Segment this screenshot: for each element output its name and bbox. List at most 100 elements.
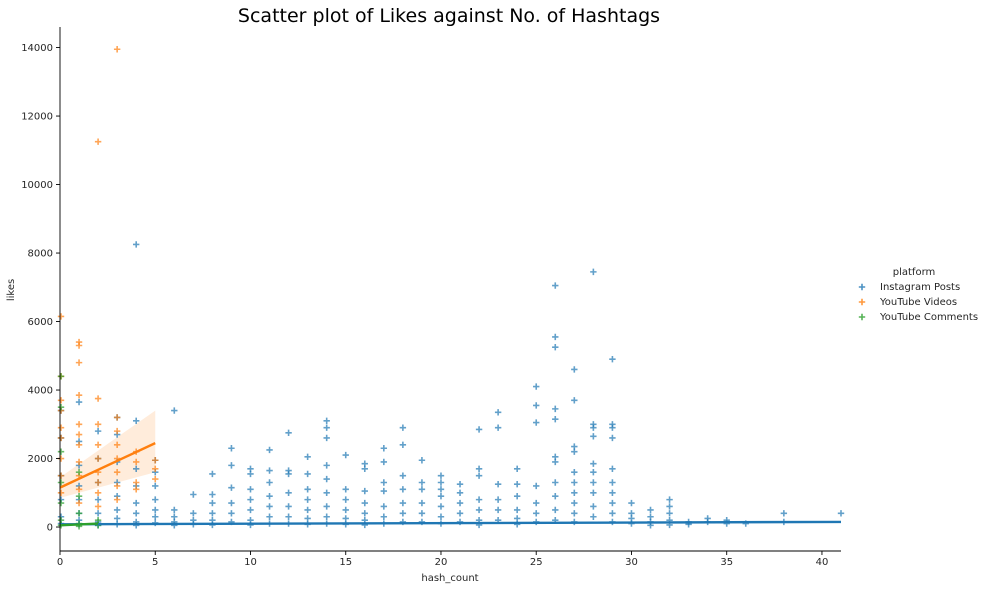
data-point	[552, 458, 559, 466]
data-point	[552, 479, 559, 486]
data-point	[533, 419, 540, 426]
data-point	[57, 448, 65, 455]
data-point	[609, 424, 616, 431]
data-point	[837, 510, 845, 517]
data-point	[399, 441, 407, 449]
data-point	[418, 457, 426, 464]
data-point	[266, 446, 273, 454]
data-point	[590, 268, 597, 276]
data-point	[609, 479, 616, 486]
data-point	[75, 359, 83, 366]
legend-title: platform	[893, 267, 936, 278]
data-point	[152, 513, 159, 520]
data-point	[342, 451, 349, 459]
data-point	[552, 493, 559, 500]
y-tick-label: 14000	[21, 43, 53, 54]
data-point	[590, 489, 597, 496]
data-point	[285, 429, 292, 437]
data-point	[609, 510, 616, 517]
data-point	[266, 479, 273, 486]
legend: platform Instagram Posts YouTube Videos You…	[858, 267, 978, 323]
data-point	[323, 417, 330, 425]
data-point	[171, 506, 178, 514]
data-point	[475, 506, 483, 514]
data-point	[75, 342, 83, 349]
x-tick-label: 25	[530, 557, 543, 568]
data-point	[380, 458, 388, 466]
data-point	[94, 496, 102, 503]
data-point	[666, 510, 673, 517]
data-point	[571, 489, 578, 496]
data-point	[94, 427, 102, 435]
data-point	[780, 510, 788, 517]
data-point	[57, 373, 65, 380]
y-tick-label: 8000	[28, 249, 53, 260]
data-point	[552, 344, 559, 351]
data-point	[152, 506, 159, 514]
data-point	[57, 499, 65, 507]
data-point	[57, 479, 65, 486]
data-point	[94, 455, 102, 462]
data-point	[75, 486, 83, 493]
x-tick-label: 0	[57, 557, 63, 568]
data-point	[190, 491, 197, 498]
x-tick-label: 40	[816, 557, 829, 568]
data-point	[152, 475, 159, 483]
data-point	[666, 503, 673, 510]
data-point	[590, 424, 597, 431]
data-point	[533, 482, 540, 490]
data-point	[132, 510, 140, 517]
data-point	[609, 499, 616, 507]
data-point	[437, 479, 445, 486]
data-point	[75, 510, 83, 517]
data-point	[132, 486, 140, 493]
data-point	[361, 465, 368, 473]
data-point	[113, 482, 121, 490]
data-point	[132, 499, 140, 507]
data-point	[285, 470, 292, 478]
data-point	[609, 356, 616, 363]
data-point	[571, 366, 578, 373]
trend-line	[59, 520, 842, 526]
data-point	[475, 426, 483, 433]
data-point	[552, 333, 559, 341]
y-tick-label: 12000	[21, 112, 53, 123]
data-point	[152, 465, 159, 473]
x-tick-label: 35	[720, 557, 733, 568]
legend-entry: Instagram Posts	[880, 282, 960, 293]
data-point	[380, 513, 388, 520]
data-point	[94, 479, 102, 486]
data-point	[94, 138, 102, 145]
data-point	[304, 496, 311, 503]
data-point	[533, 510, 540, 517]
data-point	[132, 479, 140, 486]
data-point	[552, 282, 559, 289]
data-point	[132, 465, 140, 473]
data-point	[609, 434, 616, 442]
data-point	[113, 469, 121, 476]
data-point	[57, 403, 65, 411]
data-point	[323, 489, 330, 496]
legend-marker	[858, 298, 866, 306]
data-point	[323, 424, 330, 431]
data-point	[94, 510, 102, 517]
data-point	[75, 469, 83, 476]
data-point	[266, 493, 273, 500]
data-point	[247, 470, 254, 478]
data-point	[304, 486, 311, 493]
data-point	[456, 510, 464, 517]
data-point	[94, 441, 102, 449]
data-point	[266, 513, 273, 520]
data-point	[94, 489, 102, 496]
y-tick-label: 10000	[21, 180, 53, 191]
data-point	[323, 434, 330, 442]
data-point	[590, 460, 597, 467]
y-tick-label: 6000	[28, 317, 53, 328]
data-point	[113, 427, 121, 435]
data-point	[152, 457, 159, 464]
data-point	[342, 506, 349, 514]
data-point	[247, 506, 254, 514]
data-point	[437, 493, 445, 500]
data-point	[380, 487, 388, 495]
data-point	[209, 499, 216, 507]
